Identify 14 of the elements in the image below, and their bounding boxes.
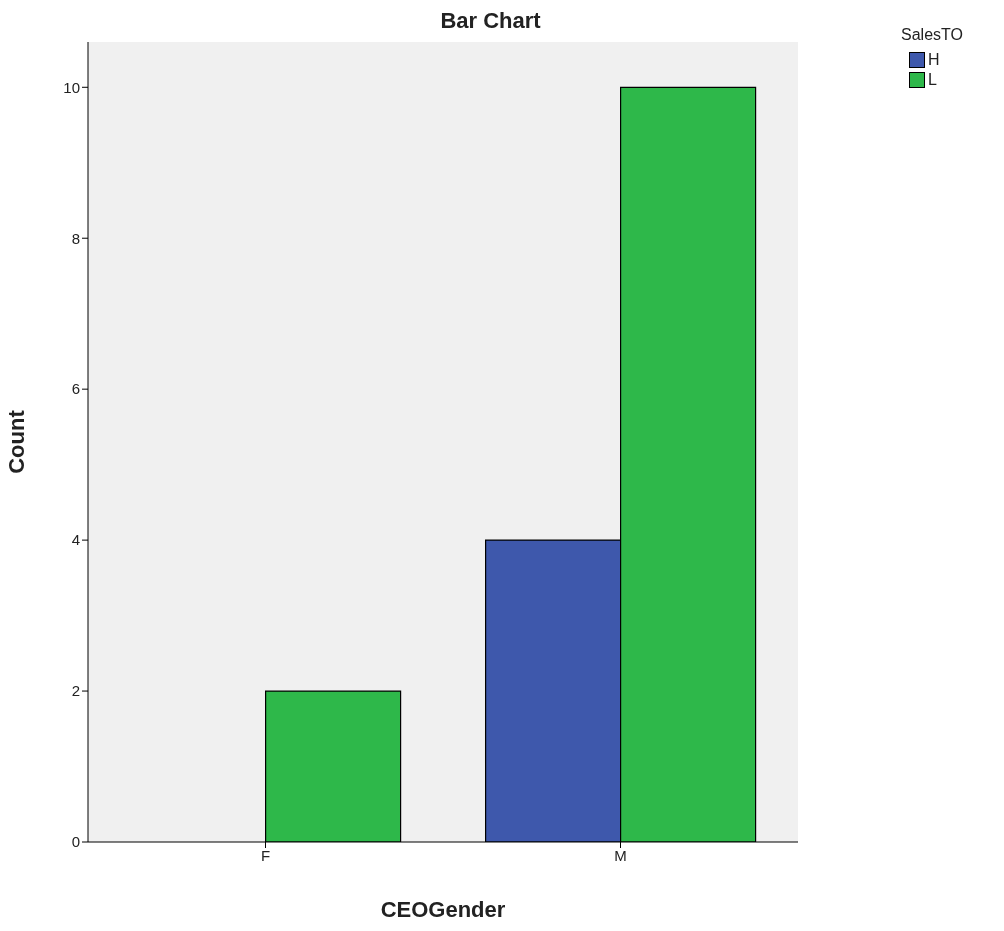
- legend-label: L: [928, 71, 937, 89]
- x-tick-label: F: [260, 846, 271, 864]
- y-tick-label: 4: [71, 531, 80, 549]
- y-tick-label: 10: [63, 78, 80, 96]
- y-axis-title: Count: [3, 409, 29, 474]
- y-tick-label: 0: [71, 833, 80, 851]
- chart-title: Bar Chart: [439, 8, 542, 34]
- legend-label: H: [928, 51, 940, 69]
- y-tick-label: 8: [71, 229, 80, 247]
- y-tick-label: 2: [71, 682, 80, 700]
- x-axis-title: CEOGender: [380, 897, 506, 922]
- legend-title: SalesTO: [901, 26, 964, 44]
- x-tick-label: M: [614, 846, 627, 864]
- y-tick-label: 6: [71, 380, 80, 398]
